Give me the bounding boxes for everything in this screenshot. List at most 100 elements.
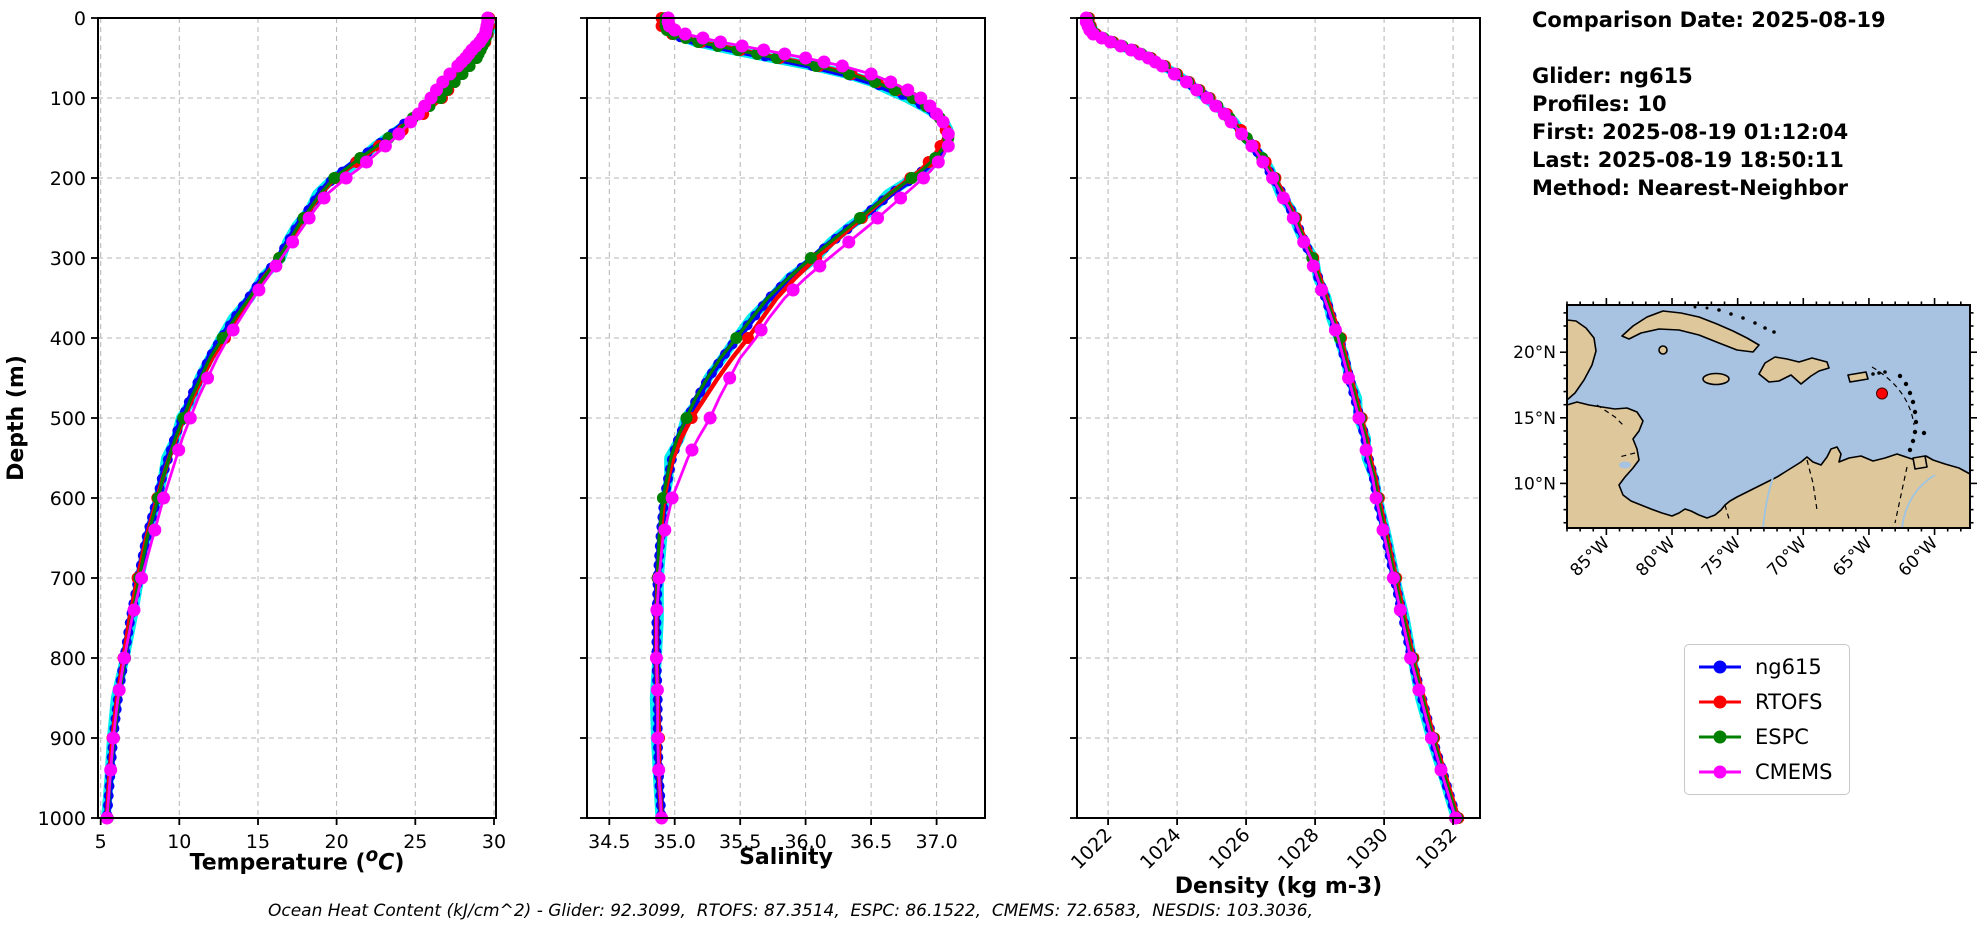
- series-marker-CMEMS: [404, 115, 418, 129]
- y-tick-label: 500: [50, 408, 86, 430]
- series-marker-CMEMS: [451, 59, 465, 73]
- series-marker-CMEMS: [112, 683, 126, 697]
- info-last: Last: 2025-08-19 18:50:11: [1532, 148, 1844, 172]
- series-marker-CMEMS: [1352, 411, 1366, 425]
- land-yucatan: [1566, 319, 1597, 401]
- map-political-borders: [1596, 366, 1915, 524]
- subplot-density: 1022 1024 1026 1028 1030 1032: [1067, 11, 1481, 874]
- series-marker-ESPC: [656, 492, 669, 504]
- series-marker-CMEMS: [757, 43, 771, 57]
- location-map: 85°W 80°W 75°W 70°W 65°W 60°W 20°N 15°N 10°N: [1513, 298, 1977, 581]
- series-marker-CMEMS: [884, 75, 898, 89]
- series-marker-CMEMS: [1155, 59, 1169, 73]
- series-marker-CMEMS: [1306, 259, 1320, 273]
- y-axis-title-text: Depth (m): [4, 355, 29, 481]
- series-marker-CMEMS: [650, 603, 664, 617]
- map-lat-label: 10°N: [1513, 474, 1556, 494]
- x-axis-title-temperature: Temperature (oC): [189, 845, 405, 876]
- series-marker-CMEMS: [1286, 211, 1300, 225]
- series-marker-CMEMS: [1104, 35, 1117, 49]
- legend-swatch-line-dot: [1699, 660, 1741, 674]
- x-tick-label: 1022: [1067, 824, 1117, 874]
- series-marker-CMEMS: [127, 603, 141, 617]
- series-marker-CMEMS: [703, 411, 717, 425]
- series-marker-CMEMS: [842, 235, 856, 249]
- land-hispaniola: [1758, 356, 1830, 385]
- series-marker-CMEMS: [135, 571, 149, 585]
- x-tick-label: 37.0: [915, 831, 957, 853]
- subplot-temperature: 5 10 15 20 25 3001002003004005006007008009001…: [38, 8, 506, 853]
- series-marker-CMEMS: [117, 651, 131, 665]
- series-marker-CMEMS: [1200, 91, 1214, 105]
- series-marker-CMEMS: [651, 731, 665, 745]
- series-marker-CMEMS: [665, 491, 679, 505]
- x-tick-label: 1026: [1205, 824, 1255, 874]
- land-jamaica: [1702, 372, 1730, 386]
- series-marker-CMEMS: [317, 191, 331, 205]
- series-marker-CMEMS: [1209, 99, 1223, 113]
- series-marker-CMEMS: [1179, 75, 1193, 89]
- series-marker-CMEMS: [678, 27, 692, 41]
- series-marker-CMEMS: [302, 211, 316, 225]
- series-marker-CMEMS: [1114, 39, 1128, 53]
- series-marker-CMEMS: [226, 323, 240, 337]
- legend-swatch-line-dot: [1699, 765, 1741, 779]
- map-rivers: [1762, 474, 1936, 529]
- series-marker-CMEMS: [714, 35, 727, 49]
- series-marker-CMEMS: [931, 155, 945, 169]
- series-marker-CMEMS: [339, 171, 353, 185]
- series-marker-CMEMS: [894, 191, 908, 205]
- series-marker-ESPC: [854, 212, 866, 224]
- series-marker-CMEMS: [1167, 67, 1181, 81]
- series-marker-CMEMS: [914, 91, 928, 105]
- series-marker-CMEMS: [148, 523, 162, 537]
- series-marker-CMEMS: [1359, 443, 1373, 457]
- land-cuba: [1621, 310, 1760, 353]
- series-marker-CMEMS: [696, 31, 710, 45]
- info-method: Method: Nearest-Neighbor: [1532, 176, 1848, 200]
- series-marker-CMEMS: [1412, 683, 1426, 697]
- series-marker-CMEMS: [901, 83, 915, 97]
- series-marker-CMEMS: [1404, 651, 1418, 665]
- series-marker-CMEMS: [104, 763, 118, 777]
- series-marker-CMEMS: [1190, 83, 1204, 97]
- x-tick-label: 1024: [1136, 824, 1186, 874]
- series-marker-CMEMS: [1235, 127, 1249, 141]
- glider-location-marker: [1876, 387, 1888, 400]
- legend-item-ng615: ng615: [1697, 655, 1833, 679]
- land-isla-juventud: [1658, 345, 1668, 355]
- series-marker-CMEMS: [411, 107, 425, 121]
- series-marker-CMEMS: [652, 763, 666, 777]
- series-marker-ESPC: [328, 172, 341, 184]
- land-small-islands: [1693, 305, 1927, 453]
- series-marker-CMEMS: [172, 443, 186, 457]
- legend: ng615 RTOFS ESPC CMEMS: [1684, 644, 1850, 795]
- series-marker-CMEMS: [1297, 235, 1311, 249]
- map-canvas: 85°W 80°W 75°W 70°W 65°W 60°W20°N15°N10°N: [1513, 298, 1977, 581]
- x-tick-label: 1030: [1343, 824, 1393, 874]
- series-marker-CMEMS: [864, 67, 878, 81]
- series-marker-CMEMS: [685, 443, 699, 457]
- y-tick-label: 900: [50, 728, 86, 750]
- map-lat-label: 20°N: [1513, 343, 1556, 363]
- x-tick-label: 1028: [1274, 824, 1324, 874]
- legend-label: CMEMS: [1755, 760, 1833, 784]
- y-tick-label: 400: [50, 328, 86, 350]
- series-marker-CMEMS: [652, 571, 666, 585]
- series-marker-CMEMS: [269, 259, 283, 273]
- x-tick-label: 36.0: [784, 831, 826, 853]
- series-marker-CMEMS: [936, 115, 950, 129]
- series-marker-CMEMS: [1434, 763, 1448, 777]
- series-marker-CMEMS: [786, 283, 800, 297]
- y-tick-label: 100: [50, 88, 86, 110]
- legend-label: ng615: [1755, 655, 1822, 679]
- x-tick-label: 1032: [1412, 824, 1462, 874]
- legend-label: RTOFS: [1755, 690, 1823, 714]
- x-axis-title-density: Density (kg m-3): [1174, 874, 1383, 899]
- series-marker-CMEMS: [1276, 191, 1290, 205]
- legend-item-espc: ESPC: [1697, 725, 1833, 749]
- x-tick-label: 36.5: [850, 831, 892, 853]
- series-marker-CMEMS: [1376, 523, 1390, 537]
- series-marker-CMEMS: [941, 127, 955, 141]
- series-marker-CMEMS: [286, 235, 300, 249]
